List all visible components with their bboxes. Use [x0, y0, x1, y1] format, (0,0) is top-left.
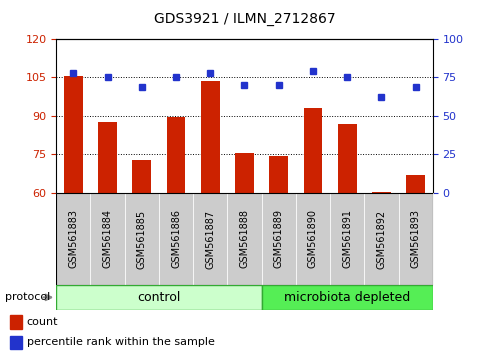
Bar	[10, 315, 22, 329]
Text: GSM561887: GSM561887	[205, 209, 215, 269]
Text: GSM561886: GSM561886	[171, 210, 181, 268]
Text: GDS3921 / ILMN_2712867: GDS3921 / ILMN_2712867	[153, 12, 335, 27]
Text: protocol: protocol	[5, 292, 50, 302]
Bar	[166, 117, 185, 193]
FancyBboxPatch shape	[159, 193, 193, 285]
Bar	[235, 153, 253, 193]
FancyBboxPatch shape	[364, 193, 398, 285]
FancyBboxPatch shape	[227, 193, 261, 285]
Bar	[98, 122, 117, 193]
Text: GSM561889: GSM561889	[273, 210, 283, 268]
FancyBboxPatch shape	[56, 285, 261, 310]
Bar	[201, 81, 219, 193]
FancyBboxPatch shape	[56, 193, 90, 285]
Text: GSM561883: GSM561883	[68, 210, 78, 268]
FancyBboxPatch shape	[329, 193, 364, 285]
FancyBboxPatch shape	[261, 285, 432, 310]
FancyBboxPatch shape	[261, 193, 295, 285]
FancyBboxPatch shape	[124, 193, 159, 285]
Text: GSM561893: GSM561893	[410, 210, 420, 268]
Text: GSM561891: GSM561891	[342, 210, 351, 268]
Bar	[337, 124, 356, 193]
Text: GSM561892: GSM561892	[376, 209, 386, 269]
FancyBboxPatch shape	[398, 193, 432, 285]
Bar	[406, 175, 424, 193]
Bar	[132, 160, 151, 193]
Text: GSM561884: GSM561884	[102, 210, 112, 268]
Bar	[303, 108, 322, 193]
Bar	[10, 336, 22, 349]
FancyBboxPatch shape	[90, 193, 124, 285]
Bar	[371, 192, 390, 193]
Text: GSM561890: GSM561890	[307, 210, 317, 268]
Text: GSM561885: GSM561885	[137, 209, 146, 269]
FancyBboxPatch shape	[193, 193, 227, 285]
Text: control: control	[137, 291, 180, 304]
Text: count: count	[27, 317, 58, 327]
Bar	[64, 76, 82, 193]
Text: microbiota depleted: microbiota depleted	[284, 291, 409, 304]
Bar	[269, 156, 287, 193]
Text: percentile rank within the sample: percentile rank within the sample	[27, 337, 214, 348]
FancyBboxPatch shape	[295, 193, 329, 285]
Text: GSM561888: GSM561888	[239, 210, 249, 268]
